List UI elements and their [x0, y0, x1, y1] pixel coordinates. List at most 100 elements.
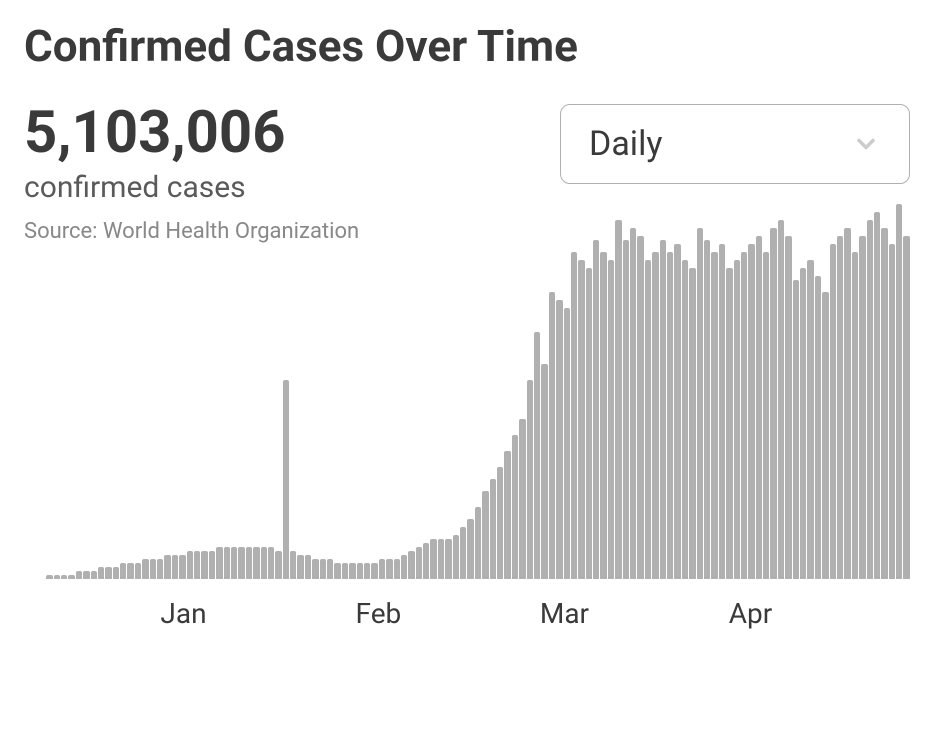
bar	[756, 236, 762, 579]
bar	[371, 563, 377, 579]
bar	[608, 260, 614, 579]
bar	[763, 252, 769, 579]
bar	[305, 555, 311, 579]
bars-container	[24, 204, 910, 579]
bar	[859, 236, 865, 579]
bar	[416, 547, 422, 579]
bar	[394, 559, 400, 579]
bar	[593, 240, 599, 579]
bar	[748, 244, 754, 579]
x-axis-label: Mar	[540, 597, 589, 630]
bar	[889, 244, 895, 579]
total-count: 5,103,006	[24, 104, 359, 162]
bar	[46, 575, 52, 579]
chevron-down-icon	[851, 129, 881, 159]
bar	[549, 292, 555, 579]
bar	[91, 571, 97, 579]
bar	[734, 260, 740, 579]
bar	[445, 539, 451, 579]
bar	[224, 547, 230, 579]
bar	[379, 559, 385, 579]
bar	[652, 252, 658, 579]
bar	[512, 435, 518, 579]
x-axis-label: Feb	[356, 597, 402, 630]
bar	[68, 575, 74, 579]
bar	[231, 547, 237, 579]
bar	[61, 575, 67, 579]
bar	[460, 527, 466, 579]
bar	[320, 559, 326, 579]
bar	[793, 280, 799, 579]
bar	[98, 567, 104, 579]
bar	[357, 563, 363, 579]
x-axis-label: Apr	[729, 597, 772, 630]
bar	[283, 380, 289, 579]
bar	[903, 236, 909, 579]
bar	[201, 551, 207, 579]
bar	[556, 300, 562, 579]
bar	[482, 491, 488, 579]
bar	[261, 547, 267, 579]
bar	[54, 575, 60, 579]
bar	[637, 236, 643, 579]
bar	[334, 563, 340, 579]
bar	[564, 308, 570, 579]
x-axis: Jan Feb Mar Apr	[24, 597, 910, 637]
total-subtitle: confirmed cases	[24, 170, 359, 205]
bar	[726, 268, 732, 579]
bar	[179, 555, 185, 579]
bar	[527, 380, 533, 579]
bar	[246, 547, 252, 579]
bar	[172, 555, 178, 579]
bar	[770, 228, 776, 579]
x-axis-label: Jan	[160, 597, 206, 630]
bar	[674, 244, 680, 579]
bar	[881, 228, 887, 579]
bar	[785, 236, 791, 579]
bar	[682, 260, 688, 579]
bar	[807, 260, 813, 579]
bar	[386, 559, 392, 579]
bar	[830, 244, 836, 579]
bar	[475, 507, 481, 579]
bar	[534, 332, 540, 579]
bar	[867, 220, 873, 579]
bar	[150, 559, 156, 579]
bar	[645, 260, 651, 579]
page-title: Confirmed Cases Over Time	[24, 20, 910, 72]
bar	[874, 212, 880, 579]
bar	[837, 236, 843, 579]
bar	[630, 228, 636, 579]
bar	[135, 563, 141, 579]
bar	[852, 252, 858, 579]
bar	[268, 547, 274, 579]
bar	[711, 252, 717, 579]
bar	[238, 547, 244, 579]
bar	[541, 364, 547, 579]
bar	[844, 228, 850, 579]
bar	[157, 559, 163, 579]
bar	[697, 228, 703, 579]
bar	[83, 571, 89, 579]
bar	[113, 567, 119, 579]
bar	[778, 220, 784, 579]
bar	[578, 260, 584, 579]
bar	[342, 563, 348, 579]
bar	[519, 419, 525, 579]
bar	[800, 268, 806, 579]
bar	[290, 551, 296, 579]
bar	[689, 268, 695, 579]
bar	[76, 571, 82, 579]
bar	[600, 252, 606, 579]
bar	[815, 276, 821, 579]
bar	[216, 547, 222, 579]
bar	[490, 479, 496, 579]
dropdown-selected-label: Daily	[589, 124, 662, 164]
bar	[615, 220, 621, 579]
time-granularity-dropdown[interactable]: Daily	[560, 104, 910, 184]
bar	[364, 563, 370, 579]
bar	[105, 567, 111, 579]
bar	[667, 252, 673, 579]
bar	[327, 559, 333, 579]
bar	[430, 539, 436, 579]
